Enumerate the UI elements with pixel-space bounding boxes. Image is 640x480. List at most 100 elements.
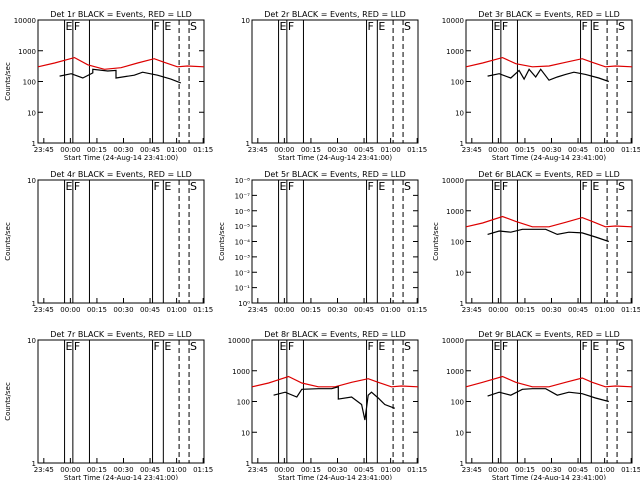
x-axis-label: Start Time (24-Aug-14 23:41:00) <box>64 154 178 162</box>
panel-title: Det 2r BLACK = Events, RED = LLD <box>264 10 406 19</box>
x-tick-label: 01:00 <box>381 466 401 474</box>
x-tick-label: 00:30 <box>327 466 347 474</box>
event-marker-label: S <box>190 20 197 33</box>
x-tick-label: 00:00 <box>60 146 80 154</box>
detector-panel-2: Det 2r BLACK = Events, RED = LLD 1 10 23:45… <box>241 10 427 162</box>
x-tick-label: 00:30 <box>541 306 561 314</box>
event-marker-label: E <box>592 180 599 193</box>
panel-title: Det 7r BLACK = Events, RED = LLD <box>50 330 192 339</box>
x-tick-label: 00:45 <box>354 146 374 154</box>
x-tick-label: 00:45 <box>354 466 374 474</box>
x-axis-label: Start Time (24-Aug-14 23:41:00) <box>64 474 178 480</box>
event-marker-label: E <box>280 180 287 193</box>
event-marker-label: F <box>502 180 508 193</box>
x-tick-label: 01:15 <box>193 306 213 314</box>
event-marker-label: F <box>74 20 80 33</box>
series-lld-line <box>251 375 419 388</box>
event-marker-label: F <box>582 180 588 193</box>
y-tick-label: 1 <box>460 460 464 468</box>
y-tick-label: 10 <box>455 269 464 277</box>
y-tick-label: 10000 <box>14 17 36 25</box>
y-tick-label: 1000 <box>18 48 36 56</box>
detector-panel-5: Det 5r BLACK = Events, RED = LLD 10⁰ 10⁻¹ 1… <box>218 170 427 314</box>
x-tick-label: 00:45 <box>568 146 588 154</box>
event-marker-label: S <box>618 340 625 353</box>
y-tick-label: 1 <box>460 140 464 148</box>
y-tick-label: 1000 <box>446 208 464 216</box>
x-tick-label: 00:30 <box>327 146 347 154</box>
x-axis-label: Start Time (24-Aug-14 23:41:00) <box>278 154 392 162</box>
x-tick-label: 00:15 <box>301 306 321 314</box>
y-tick-label: 10⁻¹ <box>235 285 251 293</box>
detector-panel-1: Det 1r BLACK = Events, RED = LLD 1 10 100 10… <box>4 10 213 162</box>
y-tick-label: 100 <box>23 79 36 87</box>
event-marker-label: E <box>378 20 385 33</box>
y-tick-label: 1 <box>246 140 250 148</box>
x-tick-label: 01:15 <box>407 146 427 154</box>
y-axis-label: Counts/sec <box>4 382 12 421</box>
event-marker-label: E <box>164 340 171 353</box>
y-tick-label: 10 <box>455 109 464 117</box>
y-tick-label: 1000 <box>232 368 250 376</box>
event-marker-label: E <box>280 340 287 353</box>
x-tick-label: 00:30 <box>113 466 133 474</box>
y-tick-label: 10⁻⁶ <box>235 208 251 216</box>
y-tick-label: 10⁻³ <box>235 254 251 262</box>
y-tick-label: 1 <box>460 300 464 308</box>
x-tick-label: 00:15 <box>301 466 321 474</box>
x-tick-label: 01:15 <box>621 146 640 154</box>
y-tick-label: 1000 <box>446 368 464 376</box>
plot-frame <box>251 19 419 144</box>
y-tick-label: 10000 <box>228 337 250 345</box>
panel-title: Det 1r BLACK = Events, RED = LLD <box>50 10 192 19</box>
x-tick-label: 01:00 <box>167 146 187 154</box>
detector-panel-6: Det 6r BLACK = Events, RED = LLD 1 10 100 10… <box>432 170 640 314</box>
y-tick-label: 10 <box>27 109 36 117</box>
x-tick-label: 01:00 <box>381 146 401 154</box>
x-tick-label: 00:30 <box>113 306 133 314</box>
event-marker-label: E <box>378 340 385 353</box>
series-lld-line <box>465 56 633 68</box>
y-axis-label: Counts/sec <box>432 222 440 261</box>
event-marker-label: F <box>288 340 294 353</box>
panel-title: Det 5r BLACK = Events, RED = LLD <box>264 170 406 179</box>
x-axis-label: Start Time (24-Aug-14 23:41:00) <box>278 474 392 480</box>
x-tick-label: 00:15 <box>87 466 107 474</box>
x-tick-label: 01:00 <box>381 306 401 314</box>
y-axis-label: Counts/sec <box>4 222 12 261</box>
x-tick-label: 01:00 <box>595 146 615 154</box>
series-events-line <box>487 68 609 83</box>
x-tick-label: 23:45 <box>34 466 54 474</box>
x-tick-label: 01:15 <box>407 306 427 314</box>
event-marker-label: F <box>154 180 160 193</box>
x-tick-label: 23:45 <box>248 466 268 474</box>
event-marker-label: E <box>66 340 73 353</box>
x-tick-label: 00:15 <box>87 146 107 154</box>
x-tick-label: 01:00 <box>595 306 615 314</box>
x-tick-label: 00:00 <box>274 146 294 154</box>
event-marker-label: E <box>592 20 599 33</box>
x-tick-label: 01:15 <box>621 306 640 314</box>
x-tick-label: 00:30 <box>327 306 347 314</box>
event-marker-label: E <box>280 20 287 33</box>
panel-title: Det 8r BLACK = Events, RED = LLD <box>264 330 406 339</box>
x-tick-label: 00:45 <box>568 306 588 314</box>
plot-frame <box>37 339 205 464</box>
event-marker-label: F <box>288 20 294 33</box>
panel-title: Det 3r BLACK = Events, RED = LLD <box>478 10 620 19</box>
x-tick-label: 00:30 <box>113 146 133 154</box>
event-marker-label: E <box>494 180 501 193</box>
series-lld-line <box>465 215 633 228</box>
x-tick-label: 01:15 <box>193 466 213 474</box>
y-tick-label: 10 <box>27 177 36 185</box>
detector-panel-9: Det 9r BLACK = Events, RED = LLD 1 10 100 10… <box>442 330 640 480</box>
y-tick-label: 1000 <box>446 48 464 56</box>
x-tick-label: 01:15 <box>193 146 213 154</box>
event-marker-label: F <box>582 340 588 353</box>
event-marker-label: F <box>368 340 374 353</box>
x-tick-label: 00:00 <box>274 466 294 474</box>
event-marker-label: S <box>404 180 411 193</box>
event-marker-label: S <box>190 180 197 193</box>
event-marker-label: S <box>618 180 625 193</box>
